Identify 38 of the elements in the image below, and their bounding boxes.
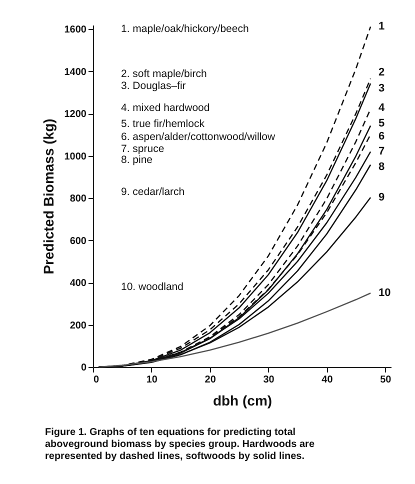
annotation: 10. woodland bbox=[121, 281, 184, 293]
y-axis-title: Predicted Biomass (kg) bbox=[40, 118, 56, 274]
x-tick-label: 30 bbox=[263, 374, 275, 386]
series-label: 7 bbox=[378, 146, 385, 158]
annotation: 6. aspen/alder/cottonwood/willow bbox=[121, 131, 276, 143]
series-label: 5 bbox=[378, 118, 385, 130]
x-axis-title: dbh (cm) bbox=[212, 392, 272, 408]
y-tick-label: 1400 bbox=[64, 66, 87, 78]
annotation: 3. Douglas–fir bbox=[121, 80, 186, 92]
x-tick-label: 20 bbox=[204, 374, 216, 386]
y-tick-label: 1600 bbox=[64, 24, 87, 36]
series-label: 8 bbox=[378, 160, 385, 173]
x-tick-label: 40 bbox=[322, 374, 334, 386]
y-tick-label: 800 bbox=[70, 194, 87, 205]
annotation: 7. spruce bbox=[121, 143, 164, 155]
series-label: 4 bbox=[378, 102, 386, 114]
x-tick-label: 10 bbox=[146, 374, 158, 386]
annotation: 5. true fir/hemlock bbox=[121, 118, 206, 130]
caption: Figure 1. Graphs of ten equations for predicting total aboveground biomass by species group. Hardwoods are represented by dashed lines, softwoods by solid lines. bbox=[45, 427, 315, 462]
annotation: 1. maple/oak/hickory/beech bbox=[121, 23, 249, 35]
series-label: 9 bbox=[378, 191, 385, 204]
annotation: 4. mixed hardwood bbox=[121, 102, 210, 114]
series-label: 2 bbox=[378, 66, 385, 79]
annotation: 2. soft maple/birch bbox=[121, 68, 207, 80]
series-label: 3 bbox=[378, 82, 385, 94]
y-tick-label: 600 bbox=[70, 236, 87, 247]
x-tick-label: 50 bbox=[380, 374, 392, 386]
y-tick-label: 1200 bbox=[64, 109, 87, 120]
annotation: 9. cedar/larch bbox=[121, 186, 185, 198]
y-tick-label: 1000 bbox=[64, 151, 87, 162]
series-label: 1 bbox=[378, 20, 385, 33]
y-tick-label: 0 bbox=[80, 362, 87, 374]
y-tick-label: 400 bbox=[70, 278, 87, 290]
y-tick-label: 200 bbox=[70, 320, 87, 332]
annotation: 8. pine bbox=[121, 154, 153, 166]
x-tick-label: 0 bbox=[94, 374, 100, 386]
series-label: 6 bbox=[378, 130, 385, 143]
series-label: 10 bbox=[378, 287, 391, 300]
